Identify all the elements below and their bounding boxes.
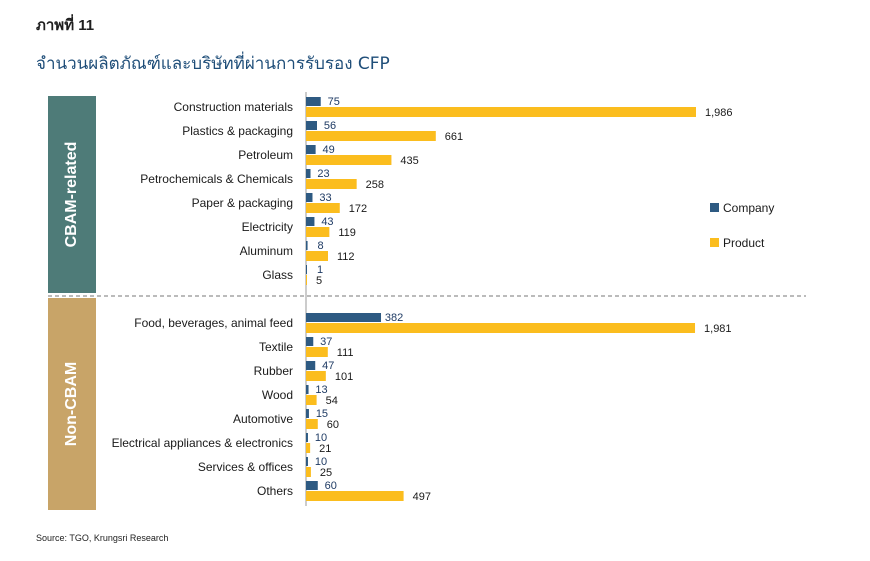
company-value-label: 60 bbox=[325, 480, 337, 492]
company-bar bbox=[306, 121, 317, 130]
company-value-label: 23 bbox=[317, 168, 329, 180]
product-bar bbox=[306, 203, 340, 213]
company-value-label: 382 bbox=[385, 312, 403, 324]
product-value-label: 25 bbox=[320, 467, 332, 479]
category-label: Aluminum bbox=[240, 244, 293, 258]
company-bar bbox=[306, 169, 311, 178]
category-label: Automotive bbox=[233, 412, 293, 426]
company-bar bbox=[306, 481, 318, 490]
product-bar bbox=[306, 467, 311, 477]
product-bar bbox=[306, 347, 328, 357]
legend-label-product: Product bbox=[723, 236, 765, 250]
group-label: Non-CBAM bbox=[63, 362, 80, 446]
company-bar bbox=[306, 433, 308, 442]
company-value-label: 10 bbox=[315, 456, 327, 468]
product-value-label: 1,986 bbox=[705, 107, 733, 119]
product-bar bbox=[306, 419, 318, 429]
company-bar bbox=[306, 409, 309, 418]
company-value-label: 15 bbox=[316, 408, 328, 420]
company-bar bbox=[306, 457, 308, 466]
figure-label: ภาพที่ 11 bbox=[36, 17, 95, 34]
product-value-label: 435 bbox=[400, 155, 418, 167]
legend-swatch-product bbox=[710, 238, 719, 247]
company-value-label: 13 bbox=[315, 384, 327, 396]
company-value-label: 8 bbox=[318, 240, 324, 252]
company-bar bbox=[306, 97, 321, 106]
product-bar bbox=[306, 179, 357, 189]
company-value-label: 10 bbox=[315, 432, 327, 444]
category-label: Paper & packaging bbox=[192, 196, 293, 210]
company-value-label: 33 bbox=[319, 192, 331, 204]
product-value-label: 172 bbox=[349, 203, 367, 215]
company-bar bbox=[306, 265, 307, 274]
source-note: Source: TGO, Krungsri Research bbox=[36, 533, 169, 543]
product-value-label: 119 bbox=[338, 227, 356, 239]
product-bar bbox=[306, 107, 696, 117]
category-label: Petroleum bbox=[238, 148, 293, 162]
group-box-cbam bbox=[48, 96, 96, 293]
category-label: Others bbox=[257, 484, 293, 498]
company-value-label: 43 bbox=[321, 216, 333, 228]
product-bar bbox=[306, 443, 311, 453]
product-value-label: 5 bbox=[316, 275, 322, 287]
company-value-label: 56 bbox=[324, 120, 336, 132]
company-value-label: 37 bbox=[320, 336, 332, 348]
category-label: Electrical appliances & electronics bbox=[112, 436, 293, 450]
chart-title: จำนวนผลิตภัณฑ์และบริษัทที่ผ่านการรับรอง … bbox=[36, 54, 390, 74]
company-bar bbox=[306, 217, 315, 226]
product-value-label: 497 bbox=[413, 491, 431, 503]
product-value-label: 258 bbox=[366, 179, 384, 191]
product-value-label: 21 bbox=[319, 443, 331, 455]
company-bar bbox=[306, 145, 316, 154]
company-value-label: 49 bbox=[322, 144, 334, 156]
category-label: Rubber bbox=[254, 364, 293, 378]
product-value-label: 54 bbox=[326, 395, 338, 407]
company-value-label: 47 bbox=[322, 360, 334, 372]
company-bar bbox=[306, 313, 382, 322]
category-label: Wood bbox=[262, 388, 293, 402]
company-bar bbox=[306, 361, 316, 370]
product-bar bbox=[306, 275, 307, 285]
product-bar bbox=[306, 227, 330, 237]
group-label: CBAM-related bbox=[63, 142, 80, 248]
company-value-label: 75 bbox=[328, 96, 340, 108]
product-bar bbox=[306, 323, 696, 333]
company-bar bbox=[306, 385, 309, 394]
product-bar bbox=[306, 155, 392, 165]
product-bar bbox=[306, 491, 404, 501]
company-value-label: 1 bbox=[317, 264, 323, 276]
category-label: Glass bbox=[262, 268, 293, 282]
product-value-label: 1,981 bbox=[704, 323, 732, 335]
product-value-label: 112 bbox=[337, 251, 355, 263]
category-label: Services & offices bbox=[198, 460, 293, 474]
product-value-label: 60 bbox=[327, 419, 339, 431]
category-label: Food, beverages, animal feed bbox=[134, 316, 293, 330]
category-label: Plastics & packaging bbox=[182, 124, 293, 138]
legend-label-company: Company bbox=[723, 201, 774, 215]
category-label: Construction materials bbox=[174, 100, 293, 114]
product-bar bbox=[306, 131, 436, 141]
product-bar bbox=[306, 395, 317, 405]
company-bar bbox=[306, 337, 314, 346]
category-label: Electricity bbox=[242, 220, 293, 234]
category-label: Petrochemicals & Chemicals bbox=[140, 172, 293, 186]
company-bar bbox=[306, 193, 313, 202]
group-box-non-cbam bbox=[48, 298, 96, 510]
category-label: Textile bbox=[259, 340, 293, 354]
product-value-label: 661 bbox=[445, 131, 463, 143]
product-value-label: 111 bbox=[337, 347, 354, 359]
product-bar bbox=[306, 371, 326, 381]
product-value-label: 101 bbox=[335, 371, 353, 383]
legend-swatch-company bbox=[710, 203, 719, 212]
product-bar bbox=[306, 251, 328, 261]
company-bar bbox=[306, 241, 308, 250]
